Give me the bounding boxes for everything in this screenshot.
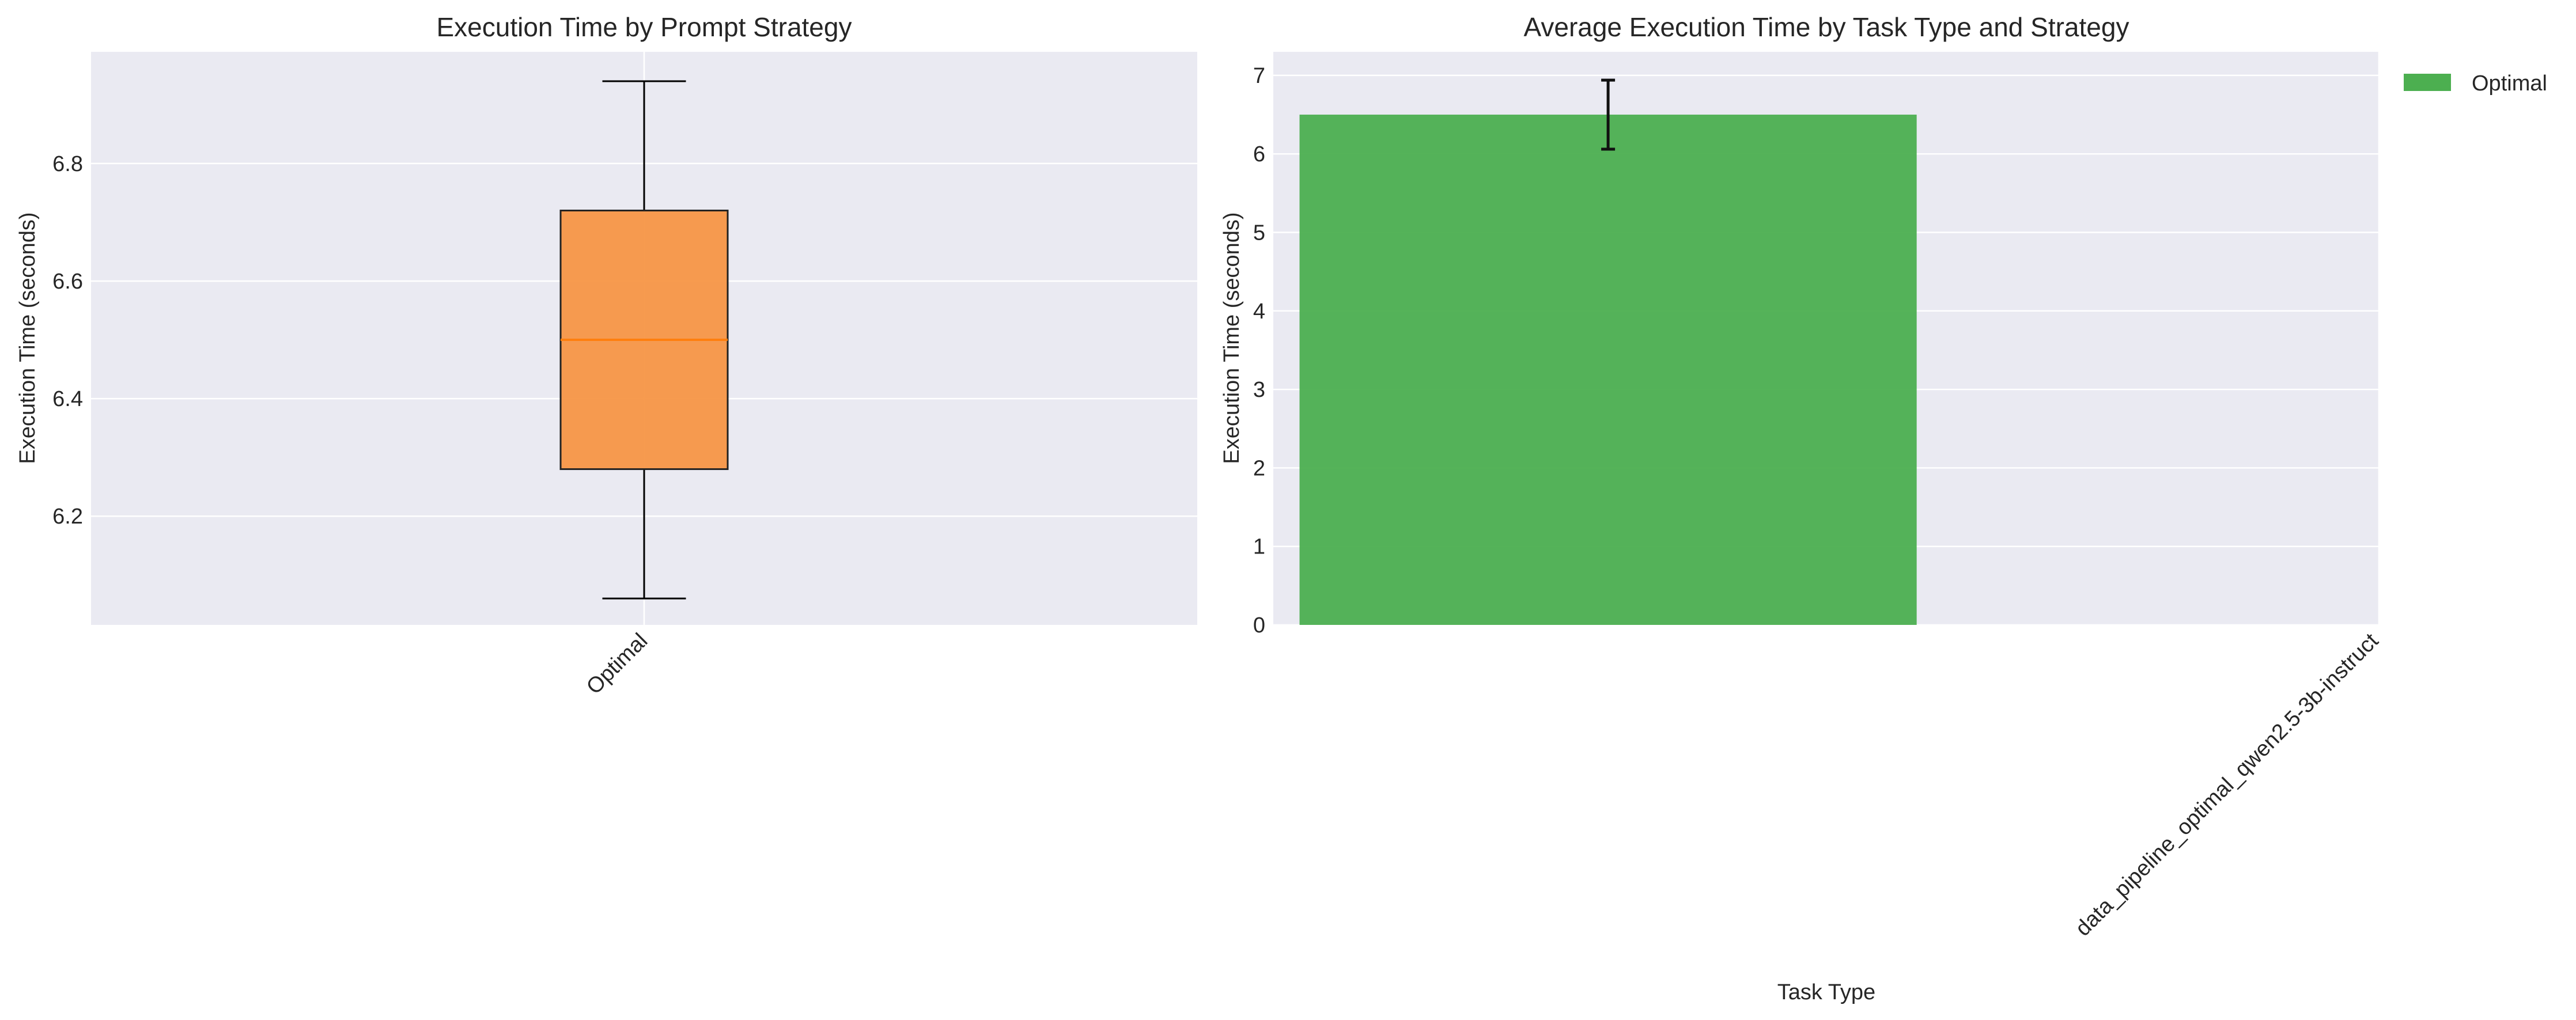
y-tick-label: 1 <box>1253 535 1265 559</box>
x-tick-label: Optimal <box>582 629 652 699</box>
y-tick-label: 6.6 <box>52 270 83 294</box>
y-tick-label: 0 <box>1253 613 1265 638</box>
y-axis-label: Execution Time (seconds) <box>1220 212 1244 464</box>
bar-optimal <box>1299 115 1917 625</box>
legend: Optimal <box>2404 71 2547 96</box>
y-axis-label: Execution Time (seconds) <box>16 212 40 464</box>
legend-swatch <box>2404 74 2451 91</box>
y-tick-label: 6.2 <box>52 505 83 529</box>
box-plot-chart: 6.2 6.4 6.6 6.8 Optimal Execution Time by P… <box>16 12 1197 699</box>
y-tick-label: 6 <box>1253 142 1265 166</box>
y-tick-label: 3 <box>1253 378 1265 402</box>
y-tick-labels: 0 1 2 3 4 5 6 7 <box>1253 64 1265 638</box>
x-tick-labels: Optimal <box>582 629 652 699</box>
y-tick-label: 2 <box>1253 456 1265 480</box>
x-tick-labels: data_pipeline_optimal_qwen2.5-3b-instruc… <box>2071 628 2383 941</box>
chart-title: Average Execution Time by Task Type and … <box>1524 12 2129 42</box>
y-tick-label: 7 <box>1253 64 1265 88</box>
legend-label: Optimal <box>2472 71 2547 96</box>
y-tick-label: 5 <box>1253 221 1265 245</box>
boxes <box>559 80 729 600</box>
bars <box>1299 78 1917 625</box>
chart-title: Execution Time by Prompt Strategy <box>437 12 852 42</box>
y-tick-label: 4 <box>1253 299 1265 324</box>
y-tick-label: 6.4 <box>52 387 83 411</box>
x-tick-label: data_pipeline_optimal_qwen2.5-3b-instruc… <box>2071 628 2383 941</box>
y-tick-label: 6.8 <box>52 152 83 176</box>
y-tick-labels: 6.2 6.4 6.6 6.8 <box>52 152 83 529</box>
bar-chart: 0 1 2 3 4 5 6 7 data_pipeline_optimal_qwen2.5-3… <box>1220 12 2547 1004</box>
x-axis-label: Task Type <box>1777 980 1875 1004</box>
